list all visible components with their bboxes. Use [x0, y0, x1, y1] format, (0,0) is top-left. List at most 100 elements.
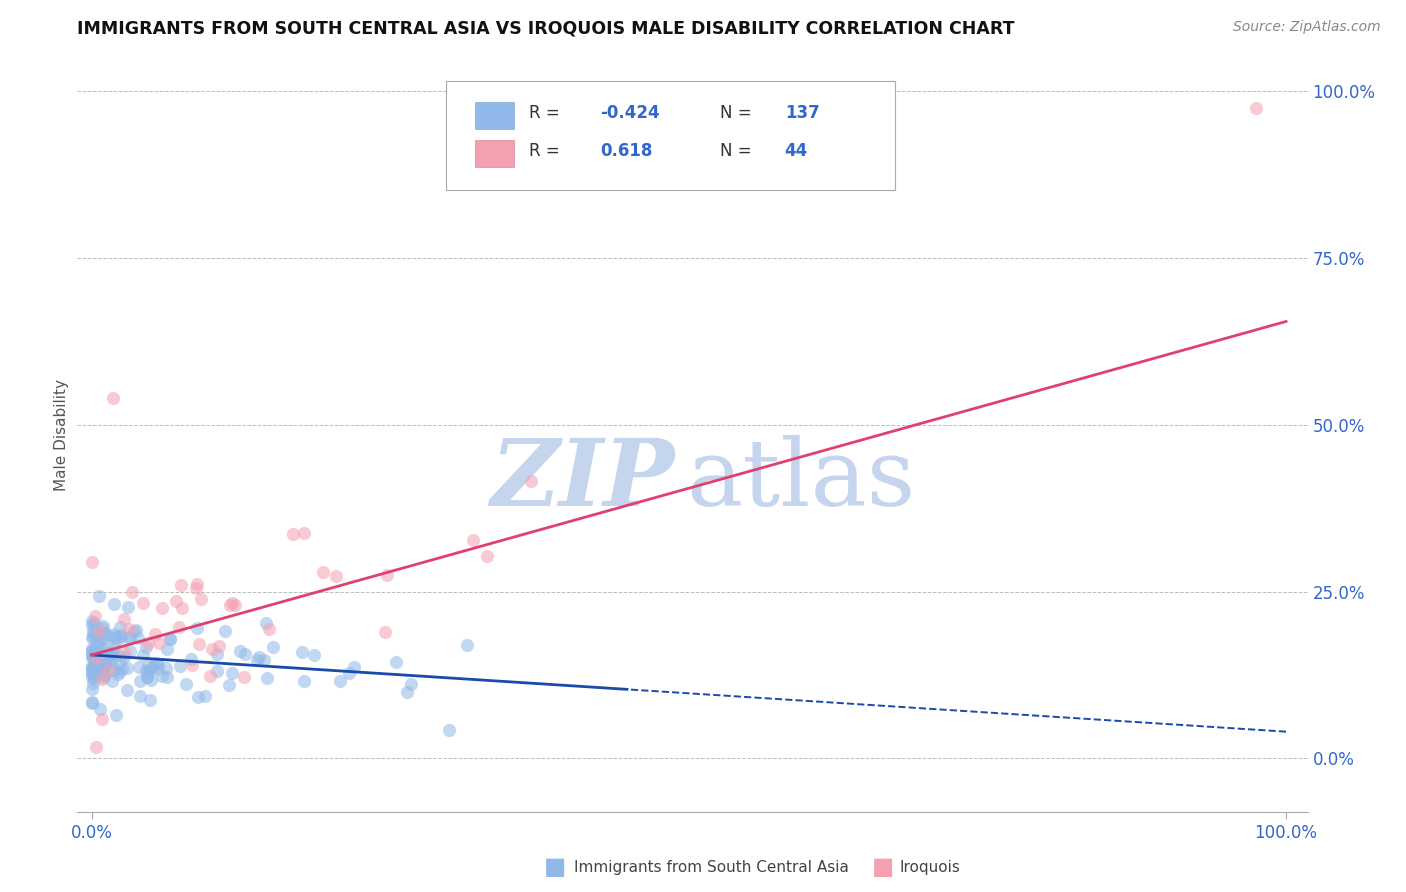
Point: [111, 662, 134, 676]
Point: [80, 667, 103, 681]
Point: [186, 621, 208, 635]
Point: [80, 642, 103, 657]
Point: [100, 648, 122, 662]
Point: [101, 647, 124, 661]
Point: [82, 614, 104, 628]
Point: [100, 656, 122, 670]
Point: [101, 391, 124, 405]
Point: [292, 674, 315, 689]
Point: [259, 622, 281, 636]
Point: [256, 671, 278, 685]
Point: [93, 626, 115, 640]
Point: [201, 641, 224, 656]
Point: [82, 663, 104, 677]
Point: [159, 632, 181, 647]
Point: [93, 666, 115, 681]
Point: [150, 601, 173, 615]
Point: [84, 651, 107, 665]
Point: [89, 702, 111, 716]
Point: [121, 585, 143, 599]
Point: [399, 677, 422, 691]
Point: [80, 682, 103, 697]
Point: [224, 599, 246, 613]
Point: [93, 664, 115, 678]
Point: [84, 663, 107, 677]
Point: [396, 684, 419, 698]
Point: [82, 676, 104, 690]
Point: [385, 656, 408, 670]
Point: [221, 666, 243, 681]
Point: [98, 655, 121, 669]
Point: [475, 549, 498, 563]
Point: [156, 671, 179, 685]
Point: [80, 695, 103, 709]
Point: [91, 632, 114, 647]
Point: [127, 631, 149, 645]
Point: [108, 655, 131, 669]
Text: N =: N =: [720, 104, 756, 122]
Point: [375, 568, 398, 582]
Point: [94, 651, 117, 665]
Point: [150, 669, 173, 683]
Point: [139, 692, 162, 706]
Point: [89, 657, 111, 672]
Text: R =: R =: [529, 142, 565, 160]
Point: [83, 648, 105, 662]
Point: [108, 620, 131, 634]
Point: [112, 612, 135, 626]
Point: [91, 667, 114, 681]
Point: [90, 672, 112, 686]
Point: [463, 533, 485, 547]
Point: [80, 631, 103, 645]
Point: [254, 615, 277, 630]
Point: [156, 642, 179, 657]
Point: [143, 627, 166, 641]
Point: [190, 591, 212, 606]
Point: [135, 665, 157, 679]
Point: [207, 665, 229, 679]
Point: [302, 648, 325, 662]
Point: [87, 631, 110, 645]
Point: [136, 670, 159, 684]
Point: [139, 673, 162, 687]
Point: [107, 648, 129, 662]
Point: [84, 643, 107, 657]
Point: [439, 723, 461, 738]
Point: [169, 577, 191, 591]
Point: [93, 626, 115, 640]
Point: [184, 581, 207, 595]
Point: [103, 598, 125, 612]
Point: [117, 599, 139, 614]
Point: [82, 618, 104, 632]
Point: [80, 643, 103, 657]
Point: [129, 674, 152, 689]
Point: [180, 652, 202, 666]
Point: [82, 645, 104, 659]
Point: [118, 622, 141, 636]
Point: [86, 636, 108, 650]
Point: [110, 630, 132, 644]
Point: [118, 632, 141, 646]
Point: [110, 628, 132, 642]
Point: [115, 661, 138, 675]
Text: ■: ■: [544, 855, 567, 879]
Text: ■: ■: [872, 855, 894, 879]
Point: [87, 642, 110, 657]
Point: [148, 636, 170, 650]
Point: [205, 648, 228, 662]
Point: [159, 632, 181, 647]
Point: [167, 620, 190, 634]
Point: [132, 597, 155, 611]
Point: [105, 630, 128, 644]
Point: [456, 638, 478, 652]
Point: [155, 661, 177, 675]
Point: [80, 670, 103, 684]
Point: [96, 638, 118, 652]
Point: [101, 673, 124, 688]
Point: [82, 626, 104, 640]
Text: Source: ZipAtlas.com: Source: ZipAtlas.com: [1233, 20, 1381, 34]
Point: [80, 659, 103, 673]
Point: [93, 669, 115, 683]
Point: [214, 624, 236, 639]
Point: [187, 637, 209, 651]
